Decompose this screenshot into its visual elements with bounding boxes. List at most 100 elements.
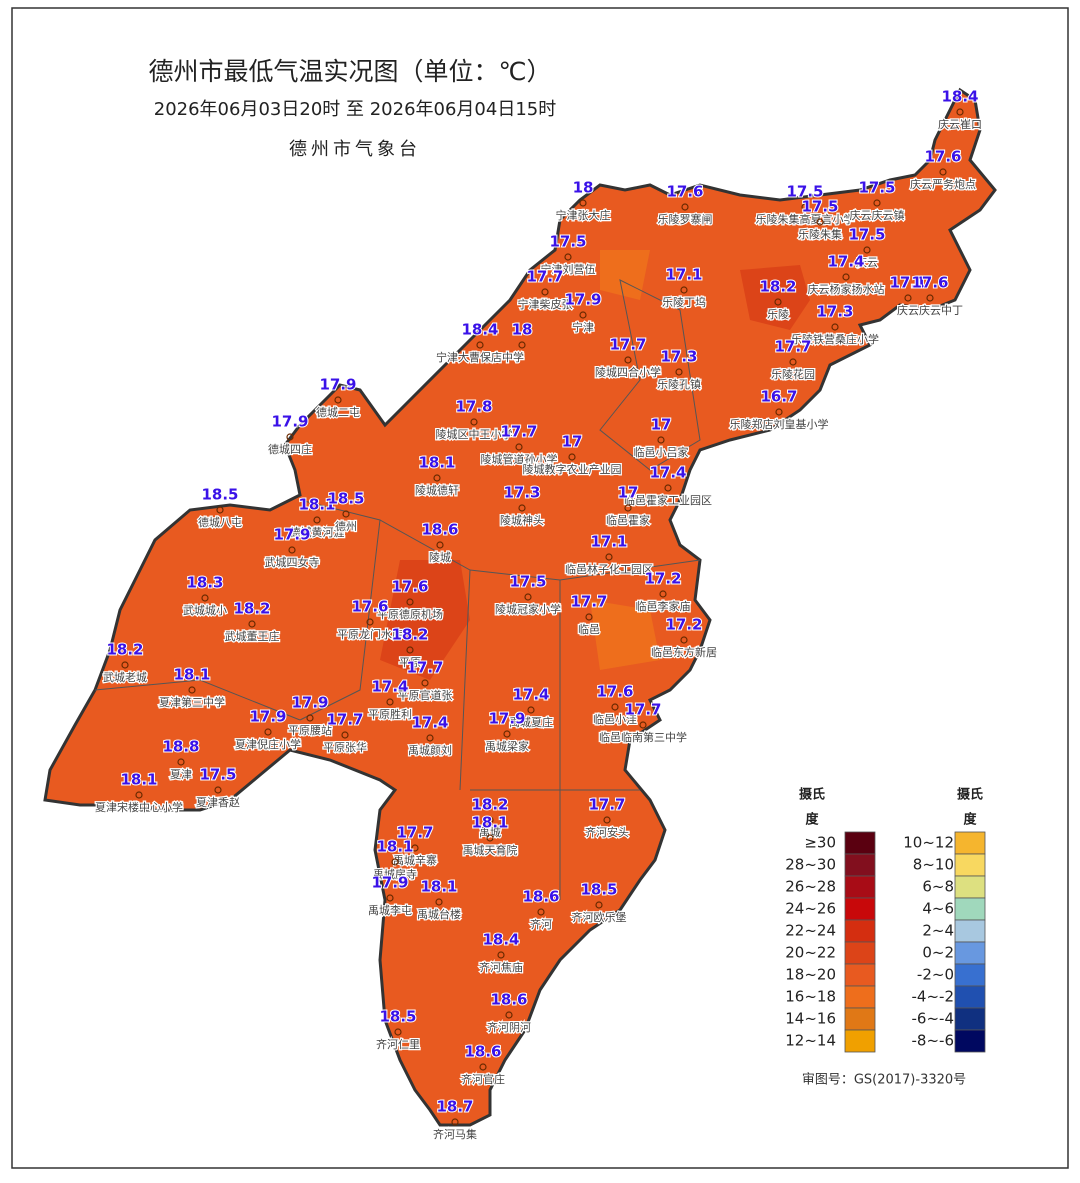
title: 德州市最低气温实况图（单位：℃） [148,57,551,86]
station-value: 18.5 [327,490,364,508]
region-outline [43,87,997,1127]
station-name: 武城四女寺 [265,555,320,569]
station-value: 17.9 [271,413,308,431]
station-dot [394,1028,402,1036]
station-value: 17.1 [665,266,702,284]
station-value: 17.7 [774,338,811,356]
legend-label: 20~22 [785,944,836,962]
station-value: 18.6 [490,991,527,1009]
station-value: 17.8 [455,398,492,416]
station-dot [579,311,587,319]
station-dot [515,443,523,451]
station-dot [288,546,296,554]
station-value: 17.5 [786,183,823,201]
legend-label: 0~2 [922,944,954,962]
station-dot [956,108,964,116]
station-name: 陵城 [429,551,451,564]
station-dot [177,758,185,766]
approval-number: 审图号：GS(2017)-3320号 [802,1073,966,1088]
station-value: 17 [618,484,639,502]
station-name: 宁津张大庄 [556,208,611,222]
legend-swatch [954,875,986,899]
legend-swatch [954,1007,986,1031]
station-dot [624,356,632,364]
station-name: 平原德原机场 [377,607,443,621]
station-name: 宁津柴皮张 [518,297,573,311]
station-name: 德城四庄 [268,442,312,456]
legend-swatch [954,941,986,965]
station-name: 乐陵朱集高夏言小学 [756,212,855,226]
station-name: 乐陵 [767,308,789,321]
cool-patch [590,600,660,670]
station-name: 乐陵铁营桑庄小学 [791,332,879,346]
station-dot [406,646,414,654]
station-name: 庆云庆云中丁 [897,303,963,317]
legend-label: 14~16 [785,1010,836,1028]
station-name: 临邑李家庙 [636,599,691,613]
station-name: 临邑霍家 [606,513,650,527]
station-name: 庆云杨家扬水站 [808,282,885,296]
station-name: 禹城辛寨 [393,853,437,867]
station-value: 17.6 [911,274,948,292]
station-dot [863,246,871,254]
station-value: 17.1 [590,533,627,551]
station-dot [873,199,881,207]
time-range: 2026年06月03日20时 至 2026年06月04日15时 [154,99,557,120]
station-value: 18.6 [464,1043,501,1061]
station-dot [411,844,419,852]
station-value: 18.4 [482,931,519,949]
station-value: 17.4 [411,714,448,732]
station-name: 禹城 [479,826,501,839]
station-value: 17.6 [596,683,633,701]
station-name: 陵城神头 [500,513,544,527]
station-name: 平原 [399,656,421,669]
station-value: 16.7 [760,388,797,406]
station-value: 17.3 [816,303,853,321]
station-name: 平原龙门水库 [337,627,403,641]
legend: 摄氏 度 摄氏 度 ≥30 28~30 26~28 24~26 22~24 20~22 18… [785,787,986,1053]
station-name: 宁津刘营伍 [541,262,596,276]
station-dot [605,553,613,561]
legend-label: -4~-2 [912,988,954,1006]
station-dot [926,294,934,302]
station-name: 夏津第三中学 [159,695,225,709]
legend-swatch [844,1007,876,1031]
station-name: 禹城台楼 [417,907,461,921]
station-name: 夏津倪庄小学 [235,737,301,751]
station-name: 临邑小洼 [593,712,637,726]
station-value: 17.9 [249,708,286,726]
station-dot [341,731,349,739]
station-name: 平原胜利 [368,707,412,721]
legend-swatch [954,853,986,877]
legend-swatch [954,897,986,921]
station-value: 18.7 [436,1098,473,1116]
station-dot [624,504,632,512]
station-name: 齐河官庄 [461,1072,505,1086]
station-dot [497,951,505,959]
legend-label: 10~12 [903,834,954,852]
station-value: 18.1 [120,771,157,789]
legend-label: 4~6 [922,900,954,918]
legend-heading: 摄氏 [799,787,825,803]
station-name: 陵城区中王小学 [436,427,513,441]
station-name: 夏津 [170,768,192,781]
station-name: 德城黄河涯 [290,525,345,539]
station-dot [537,908,545,916]
station-name: 陵城冠家小学 [495,602,561,616]
legend-label: 18~20 [785,966,836,984]
station-dot [436,541,444,549]
legend-label: 24~26 [785,900,836,918]
station-value: 17.7 [406,659,443,677]
station-dot [476,341,484,349]
station-value: 17.6 [391,578,428,596]
legend-swatch [844,1029,876,1053]
station-name: 禹城房寺 [373,868,417,881]
station-value: 18.1 [418,454,455,472]
station-value: 17.5 [509,573,546,591]
station-name: 齐河阴河 [487,1020,531,1034]
station-value: 18.2 [233,600,270,618]
legend-swatch [954,985,986,1009]
legend-label: 8~10 [913,856,954,874]
